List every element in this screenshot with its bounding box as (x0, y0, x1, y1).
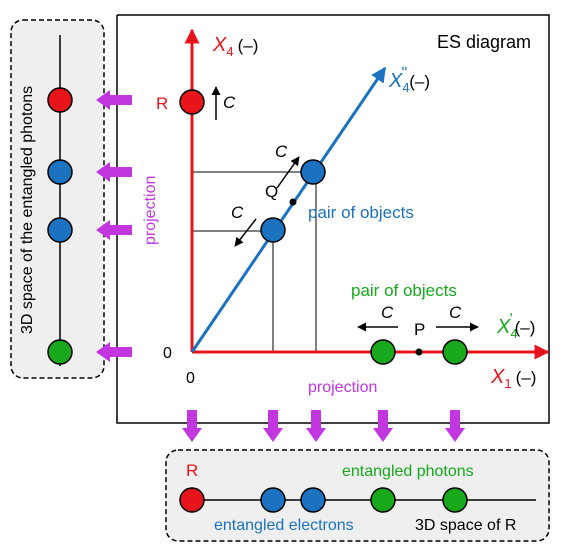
bottom-panel-object-green-1 (370, 487, 396, 513)
label-pair-green: pair of objects (351, 281, 457, 300)
x1-axis-label: X1 (–) (490, 366, 536, 391)
bottom-panel-electrons-label: entangled electrons (214, 517, 354, 534)
bottom-panel-R-label: R (186, 461, 198, 480)
projection-horizontal-label: projection (308, 379, 377, 396)
label-R: R (156, 94, 168, 113)
origin-x-label: 0 (186, 370, 195, 387)
x4pp-axis-label: X4" (–) (388, 65, 430, 95)
arrow-Q-up (276, 156, 300, 189)
bottom-panel-object-green-2 (442, 487, 468, 513)
left-panel-object-green (47, 339, 73, 365)
arrow-Q-down (234, 218, 257, 247)
diagram-title: ES diagram (437, 32, 531, 52)
object-green-left (370, 339, 396, 365)
x4-axis-label: X4 (–) (212, 34, 258, 59)
projection-vertical-label: projection (142, 176, 159, 245)
point-Q (289, 198, 297, 206)
label-C-left: C (381, 303, 394, 322)
projection-lines (192, 171, 317, 352)
label-C-right: C (449, 303, 462, 322)
label-C-down: C (231, 203, 244, 222)
x4-double-prime-axis (190, 66, 387, 353)
label-C-R: C (223, 93, 236, 112)
object-blue-lower (260, 217, 286, 243)
bottom-panel-object-blue-2 (300, 487, 326, 513)
label-pair-blue: pair of objects (308, 203, 414, 222)
left-projection-arrows (96, 90, 132, 362)
bottom-panel-photons-label: entangled photons (342, 463, 474, 480)
point-P (415, 348, 423, 356)
left-panel-label: 3D space of the entangled photons (19, 86, 36, 334)
left-panel-object-blue-1 (47, 159, 73, 185)
bottom-panel (165, 449, 550, 542)
main-frame (116, 14, 550, 424)
label-P: P (414, 320, 425, 339)
left-panel (10, 19, 105, 379)
origin-y-label: 0 (163, 345, 172, 362)
bottom-panel-space-label: 3D space of R (415, 517, 516, 534)
bottom-projection-arrows (182, 410, 465, 442)
left-panel-object-R (47, 87, 73, 113)
object-R (179, 89, 205, 115)
bottom-panel-object-R (179, 487, 205, 513)
object-blue-upper (300, 159, 326, 185)
label-Q: Q (265, 182, 278, 201)
object-green-right (442, 339, 468, 365)
label-C-up: C (275, 142, 288, 161)
left-panel-object-blue-2 (47, 217, 73, 243)
bottom-panel-object-blue-1 (260, 487, 286, 513)
x4p-axis-label: X4' (–) (496, 311, 535, 341)
